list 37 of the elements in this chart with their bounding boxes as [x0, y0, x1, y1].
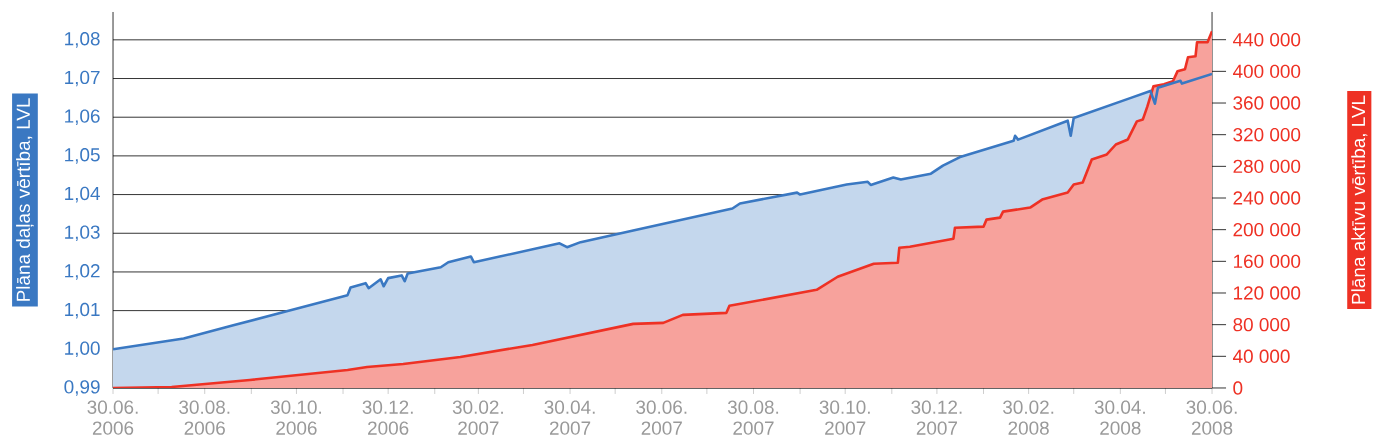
y2-tick-label: 160 000	[1233, 254, 1301, 269]
x-tick-label: 30.02. 2008	[1003, 400, 1054, 435]
y-axis-title: Plāna daļas vērtība, LVL	[16, 98, 34, 301]
y2-tick-label: 280 000	[1233, 159, 1301, 174]
y2-tick-label: 80 000	[1233, 317, 1290, 332]
x-tick-label: 30.02. 2007	[452, 400, 503, 435]
y2-tick-label: 440 000	[1232, 32, 1301, 47]
y2-tick-label: 320 000	[1233, 127, 1301, 142]
y-tick-label: 1,03	[65, 225, 100, 242]
y2-tick-label: 360 000	[1233, 96, 1301, 110]
y2-tick-label: 0	[1233, 381, 1243, 395]
y-tick-label: 1,07	[65, 70, 100, 87]
y2-tick-label: 40 000	[1232, 349, 1290, 364]
y2-axis-title: Plāna aktīvu vērtība, LVL	[1351, 95, 1368, 304]
x-tick-label: 30.12. 2007	[911, 400, 962, 435]
x-tick-label: 30.06. 2006	[87, 400, 138, 435]
y-tick-label: 1,08	[65, 32, 100, 48]
y-tick-label: 1,04	[65, 186, 100, 203]
x-tick-label: 30.10. 2006	[270, 400, 322, 435]
y2-tick-label: 200 000	[1233, 222, 1301, 237]
x-tick-label: 30.10. 2007	[819, 400, 870, 435]
x-tick-label: 30.06. 2007	[636, 400, 687, 435]
y-tick-label: 1,06	[65, 109, 100, 126]
x-tick-label: 30.04. 2008	[1094, 400, 1145, 435]
y2-tick-label: 120 000	[1233, 286, 1301, 300]
y2-tick-label: 400 000	[1232, 64, 1301, 79]
y-tick-label: 1,05	[65, 148, 100, 164]
y2-tick-label: 240 000	[1233, 191, 1301, 205]
x-tick-label: 30.04. 2007	[544, 400, 595, 435]
x-tick-label: 30.06. 2008	[1186, 400, 1237, 435]
y-tick-label: 0,99	[64, 380, 100, 396]
x-tick-label: 30.08. 2006	[179, 400, 230, 435]
x-tick-label: 30.12. 2006	[362, 400, 413, 435]
y-tick-label: 1,01	[65, 302, 100, 319]
y-tick-label: 1,00	[65, 341, 100, 358]
x-tick-label: 30.08. 2007	[727, 400, 779, 435]
y-tick-label: 1,02	[65, 264, 100, 280]
